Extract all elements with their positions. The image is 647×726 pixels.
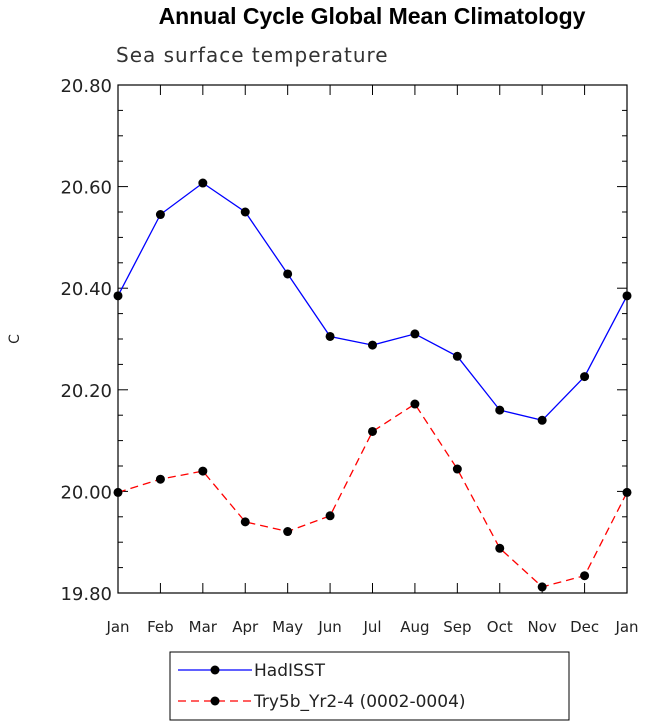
x-tick-label: Mar (189, 618, 218, 636)
x-tick-label: Oct (487, 618, 513, 636)
x-tick-label: Dec (570, 618, 599, 636)
y-tick-label: 20.80 (60, 76, 112, 97)
data-point-try5b (198, 466, 208, 476)
y-tick-label: 20.20 (60, 381, 112, 402)
data-point-hadisst (580, 372, 590, 382)
y-tick-label: 20.40 (60, 279, 112, 300)
data-point-try5b (622, 487, 632, 497)
y-tick-label: 20.00 (60, 482, 112, 503)
x-tick-label: Jan (614, 618, 638, 636)
legend-label-hadisst: HadISST (254, 661, 326, 681)
chart-subtitle: Sea surface temperature (116, 43, 389, 67)
data-point-try5b (368, 426, 377, 436)
y-axis: 19.80 20.00 20.20 20.40 20.60 20.80 (60, 76, 627, 605)
data-point-try5b (283, 527, 293, 537)
series-line-hadisst (117, 182, 628, 422)
data-point-try5b (113, 487, 123, 497)
y-tick-label: 20.60 (60, 178, 112, 199)
data-point-try5b (240, 517, 250, 527)
data-point-try5b (155, 474, 165, 484)
plot-frame (117, 84, 628, 594)
x-tick-label: Aug (400, 618, 429, 636)
data-point-hadisst (410, 329, 420, 339)
series-layer (113, 178, 632, 592)
legend: HadISST Try5b_Yr2-4 (0002-0004) (169, 651, 570, 721)
data-point-try5b (410, 399, 420, 409)
x-tick-label: Apr (232, 618, 259, 636)
legend-label-try5b: Try5b_Yr2-4 (0002-0004) (253, 692, 466, 712)
data-point-try5b (325, 511, 335, 521)
data-point-hadisst (283, 269, 293, 279)
x-tick-label: Jun (317, 618, 341, 636)
x-tick-label: Sep (443, 618, 471, 636)
data-point-try5b (580, 571, 590, 581)
data-point-hadisst (113, 291, 123, 301)
x-tick-label: Jan (105, 618, 129, 636)
data-point-hadisst (155, 210, 165, 220)
data-point-hadisst (622, 291, 632, 301)
y-tick-label: 19.80 (60, 584, 112, 605)
data-point-hadisst (198, 178, 208, 188)
chart-title: Annual Cycle Global Mean Climatology (159, 3, 586, 29)
x-tick-label: Nov (528, 618, 557, 636)
x-tick-label: Jul (362, 618, 381, 636)
data-point-try5b (537, 582, 547, 592)
legend-box (169, 651, 570, 721)
data-point-try5b (495, 543, 505, 553)
data-point-hadisst (368, 340, 377, 350)
x-tick-label: Feb (147, 618, 174, 636)
legend-marker-try5b (210, 696, 220, 706)
x-tick-label: May (272, 618, 303, 636)
data-point-hadisst (452, 351, 462, 361)
data-point-hadisst (537, 415, 547, 425)
data-point-try5b (452, 464, 462, 474)
data-point-hadisst (325, 331, 335, 341)
y-axis-label: C (7, 334, 23, 344)
x-axis: Jan Feb Mar Apr May Jun Jul Aug Sep Oct Nov Dec Jan (105, 85, 639, 636)
legend-marker-hadisst (210, 665, 220, 675)
data-point-hadisst (240, 207, 250, 217)
data-point-hadisst (495, 405, 505, 415)
